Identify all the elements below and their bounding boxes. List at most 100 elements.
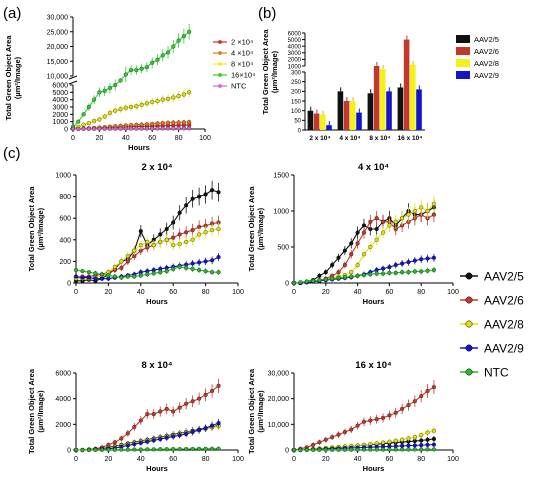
data-point-AAV2/8	[164, 237, 169, 242]
data-point-NTC	[406, 447, 411, 452]
data-point-NTC	[336, 447, 341, 452]
y-tick-label: 6000	[55, 371, 71, 378]
data-point-NTC	[125, 447, 130, 452]
y-tick-label: 1000	[55, 173, 71, 180]
data-point-AAV2/9	[210, 423, 215, 428]
y-axis-label: Total Green Object Area	[4, 35, 13, 121]
data-point-AAV2/6	[342, 429, 347, 435]
data-point-16×10⁴	[129, 68, 134, 73]
data-point-NTC	[93, 271, 98, 276]
y-tick-label: 20,000	[47, 44, 69, 51]
data-point-NTC	[155, 126, 160, 131]
data-point-NTC	[106, 447, 111, 452]
data-point-AAV2/8	[412, 435, 417, 440]
y-axis-label: (µm²/Image)	[36, 390, 45, 433]
data-point-NTC	[160, 126, 165, 131]
y-tick-label: 500	[277, 245, 289, 252]
data-point-AAV2/6	[171, 235, 176, 240]
chart-c3: 8 x 10⁴ 0 2000 4000 6000 0 20 40 60 80 100 Hours Tot…	[27, 360, 244, 473]
data-point-NTC	[187, 126, 192, 131]
data-point-8 ×10⁴	[155, 99, 160, 104]
data-point-AAV2/6	[374, 216, 379, 221]
y-axis-label: Total Green Object Area	[247, 368, 256, 454]
data-point-AAV2/5	[349, 241, 354, 246]
x-tick-label: 80	[202, 289, 210, 296]
y-tick-label: 0	[67, 281, 71, 288]
data-point-AAV2/9	[203, 426, 208, 431]
y-tick-label: 800	[59, 194, 71, 201]
data-point-AAV2/9	[197, 428, 202, 433]
x-axis-title: Hours	[146, 297, 168, 306]
data-point-NTC	[380, 447, 386, 452]
data-point-NTC	[144, 126, 149, 131]
data-point-NTC	[431, 447, 436, 452]
data-point-AAV2/6	[151, 412, 156, 417]
y-tick-label: 400	[59, 237, 71, 244]
data-point-NTC	[368, 447, 373, 452]
data-point-NTC	[304, 279, 309, 284]
data-point-NTC	[368, 272, 373, 277]
data-point-AAV2/8	[393, 438, 398, 443]
data-point-NTC	[393, 270, 398, 275]
x-tick-label: 100	[447, 289, 459, 296]
data-point-8 ×10⁴	[86, 121, 91, 126]
x-tick-label: 40	[354, 289, 362, 296]
legend-marker-NTC	[465, 368, 473, 376]
data-point-AAV2/8	[380, 230, 386, 235]
data-point-NTC	[291, 280, 297, 286]
data-point-AAV2/5	[210, 188, 215, 193]
data-point-AAV2/6	[125, 431, 130, 436]
legend-label: NTC	[231, 82, 247, 91]
x-axis-title: Hours	[146, 464, 168, 473]
y-tick-label: 0	[298, 128, 302, 134]
data-point-NTC	[190, 266, 195, 272]
data-point-AAV2/9	[400, 261, 405, 266]
data-point-NTC	[177, 447, 182, 452]
data-point-NTC	[76, 126, 81, 131]
data-point-NTC	[150, 126, 155, 131]
x-axis-title: Hours	[363, 297, 385, 306]
data-point-AAV2/8	[387, 439, 392, 444]
chart-c4: 16 x 10⁴ 0 10,000 20,000 30,000 0 20 40 60 80 100 H…	[247, 360, 459, 473]
data-point-NTC	[138, 447, 143, 452]
chart-b: 0 50 100 150 200 250 3001000200030004000500060…	[261, 29, 499, 142]
data-point-AAV2/5	[431, 436, 436, 442]
data-point-NTC	[158, 270, 163, 275]
data-point-AAV2/8	[380, 440, 386, 445]
x-tick-label: 100	[232, 289, 244, 296]
data-point-AAV2/8	[197, 232, 202, 237]
data-point-AAV2/6	[419, 394, 424, 399]
data-point-NTC	[106, 273, 111, 278]
data-point-AAV2/9	[197, 260, 202, 265]
data-point-AAV2/6	[431, 385, 436, 390]
data-point-AAV2/8	[355, 262, 360, 268]
data-point-8 ×10⁴	[97, 117, 102, 122]
legend-marker	[218, 40, 222, 44]
data-point-NTC	[419, 447, 424, 452]
data-point-AAV2/6	[380, 219, 386, 224]
y-tick-label: 0	[64, 127, 68, 134]
data-point-AAV2/6	[393, 410, 398, 415]
legend-label: AAV2/8	[474, 59, 499, 68]
data-point-AAV2/9	[406, 260, 411, 265]
bar-AAV2/5	[337, 91, 344, 130]
chart-title: 2 x 10⁴	[141, 162, 172, 173]
data-point-NTC	[400, 270, 405, 275]
data-point-AAV2/8	[431, 428, 436, 433]
data-point-16×10⁴	[86, 104, 91, 110]
category-label: 4 x 10⁴	[339, 135, 360, 142]
x-tick-label: 0	[292, 289, 296, 296]
data-point-AAV2/9	[73, 274, 79, 279]
data-point-8 ×10⁴	[181, 92, 186, 97]
y-tick-label: 0	[285, 448, 289, 455]
data-point-AAV2/9	[431, 442, 436, 447]
data-point-AAV2/9	[164, 435, 169, 440]
data-point-16×10⁴	[155, 57, 160, 62]
y-tick-label: 5000	[288, 38, 302, 44]
legend-c: AAV2/5 AAV2/6 AAV2/8 AAV2/9 NTC	[460, 270, 524, 380]
x-tick-label: 100	[447, 456, 459, 463]
data-point-8 ×10⁴	[187, 90, 192, 95]
data-point-AAV2/5	[171, 220, 176, 225]
data-point-NTC	[349, 447, 354, 452]
data-point-16×10⁴	[160, 53, 165, 58]
